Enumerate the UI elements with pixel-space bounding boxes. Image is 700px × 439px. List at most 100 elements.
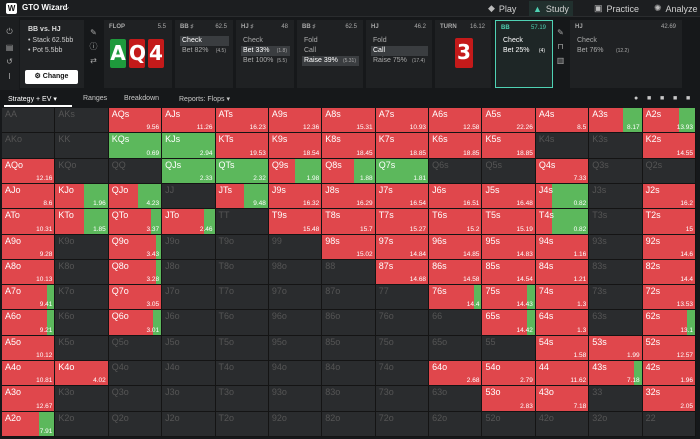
- hand-cell[interactable]: T8s 15.7: [322, 209, 376, 235]
- hand-cell[interactable]: 52o: [482, 411, 536, 437]
- hand-cell[interactable]: T9s 15.48: [268, 209, 323, 235]
- hand-cell[interactable]: A3s 8.17: [589, 108, 643, 134]
- hand-cell[interactable]: T6s 15.2: [429, 209, 483, 235]
- hand-cell[interactable]: A8o 10.13: [2, 259, 56, 286]
- hand-cell[interactable]: T5s 15.19: [482, 209, 536, 235]
- hand-cell[interactable]: T7o: [215, 285, 269, 311]
- hand-cell[interactable]: 54s 1.58: [535, 335, 590, 362]
- hand-cell[interactable]: ATs 16.23: [215, 108, 269, 134]
- hand-cell[interactable]: 82s 14.4: [642, 259, 696, 286]
- hand-cell[interactable]: J2s 16.2: [642, 183, 696, 210]
- hand-cell[interactable]: Q9s 1.98: [268, 158, 323, 184]
- hand-cell[interactable]: A2o 7.91: [2, 411, 56, 437]
- hand-cell[interactable]: A2s 13.93: [642, 108, 696, 134]
- undo-icon[interactable]: ↺: [6, 57, 13, 66]
- hand-cell[interactable]: Q7o 3.05: [108, 285, 163, 311]
- hand-cell[interactable]: 32o: [589, 411, 643, 437]
- hand-cell[interactable]: A6o 9.21: [2, 310, 56, 336]
- hand-cell[interactable]: T2o: [215, 411, 269, 437]
- action-bet[interactable]: Bet 76% (12.2): [575, 46, 632, 56]
- hand-cell[interactable]: 53o 2.83: [482, 386, 536, 412]
- hand-cell[interactable]: 95o: [268, 335, 323, 362]
- hand-cell[interactable]: 84o: [322, 361, 376, 387]
- hj-action-panel[interactable]: HJ 42.69 Check Bet 76% (12.2): [570, 20, 682, 88]
- hand-cell[interactable]: J4s 0.82: [535, 183, 590, 210]
- nav-play[interactable]: ◆ Play: [484, 1, 520, 16]
- bb-action-panel[interactable]: BB ♯ 62.5 Check Bet 82% (4.5): [175, 20, 233, 88]
- hand-cell[interactable]: 96s 14.85: [429, 234, 483, 260]
- hand-cell[interactable]: 72s 13.53: [642, 285, 696, 311]
- hand-cell[interactable]: AKs: [55, 108, 109, 134]
- hand-cell[interactable]: T8o: [215, 259, 269, 286]
- hand-cell[interactable]: AA: [2, 108, 56, 134]
- app-menu-chevron-icon[interactable]: ⌄: [64, 2, 71, 11]
- hand-cell[interactable]: A6s 12.58: [429, 108, 483, 134]
- hand-cell[interactable]: A4s 8.5: [535, 108, 590, 134]
- hand-cell[interactable]: J5s 16.48: [482, 183, 536, 210]
- hand-cell[interactable]: 88: [322, 259, 376, 286]
- hand-cell[interactable]: AQo 12.16: [2, 158, 56, 184]
- hand-cell[interactable]: ATo 10.31: [2, 209, 56, 235]
- hand-cell[interactable]: 96o: [268, 310, 323, 336]
- hand-cell[interactable]: T3o: [215, 386, 269, 412]
- hand-cell[interactable]: 76o: [375, 310, 430, 336]
- hand-cell[interactable]: AKo: [2, 133, 56, 159]
- hand-cell[interactable]: Q3o: [108, 386, 163, 412]
- hand-cell[interactable]: J7o: [162, 285, 216, 311]
- action-check[interactable]: Check: [180, 36, 229, 46]
- hand-cell[interactable]: K6s 18.85: [429, 133, 483, 159]
- hand-cell[interactable]: 94o: [268, 361, 323, 387]
- hand-cell[interactable]: 62o: [429, 411, 483, 437]
- hand-cell[interactable]: 75s 14.43: [482, 285, 536, 311]
- hand-cell[interactable]: 83s: [589, 259, 643, 286]
- hand-cell[interactable]: T2s 15: [642, 209, 696, 235]
- hand-cell[interactable]: A7o 9.41: [2, 285, 56, 311]
- hand-cell[interactable]: K8o: [55, 259, 109, 286]
- hand-cell[interactable]: 86s 14.58: [429, 259, 483, 286]
- hand-cell[interactable]: AJo 8.6: [2, 183, 56, 210]
- tab-breakdown[interactable]: Breakdown: [124, 95, 160, 102]
- hand-cell[interactable]: K5o: [55, 335, 109, 362]
- hand-cell[interactable]: 62s 13.1: [642, 310, 696, 336]
- hand-cell[interactable]: 97s 14.84: [375, 234, 430, 260]
- view-square-icon[interactable]: ■: [686, 95, 691, 102]
- hand-cell[interactable]: 65s 14.42: [482, 310, 536, 336]
- hand-cell[interactable]: Q6s: [429, 158, 483, 184]
- hand-cell[interactable]: Q9o 3.43: [108, 234, 163, 260]
- shuffle-icon[interactable]: ⇄: [90, 56, 97, 65]
- hand-cell[interactable]: Q7s 1.81: [375, 158, 430, 184]
- hand-cell[interactable]: K8s 18.45: [322, 133, 376, 159]
- hand-cell[interactable]: Q6o 3.01: [108, 310, 163, 336]
- hand-cell[interactable]: 43o 7.18: [535, 386, 590, 412]
- hand-cell[interactable]: 83o: [322, 386, 376, 412]
- hand-cell[interactable]: 85o: [322, 335, 376, 362]
- hand-cell[interactable]: AJs 11.26: [162, 108, 216, 134]
- info-icon[interactable]: ⓘ: [89, 42, 98, 51]
- hand-cell[interactable]: KTo 1.85: [55, 209, 109, 235]
- hand-cell[interactable]: 98o: [268, 259, 323, 286]
- hand-cell[interactable]: 74s 1.3: [535, 285, 590, 311]
- hand-cell[interactable]: A5s 22.26: [482, 108, 536, 134]
- hand-cell[interactable]: K7s 18.85: [375, 133, 430, 159]
- hand-cell[interactable]: 72o: [375, 411, 430, 437]
- hand-cell[interactable]: 85s 14.54: [482, 259, 536, 286]
- hand-cell[interactable]: J3s: [589, 183, 643, 210]
- hand-cell[interactable]: Q8o 3.28: [108, 259, 163, 286]
- hand-cell[interactable]: 63s: [589, 310, 643, 336]
- text-cursor-icon[interactable]: I: [8, 72, 11, 81]
- hand-cell[interactable]: J4o: [162, 361, 216, 387]
- hand-cell[interactable]: Q8s 1.88: [322, 158, 376, 184]
- hand-cell[interactable]: K9o: [55, 234, 109, 260]
- hand-cell[interactable]: K9s 18.54: [268, 133, 323, 159]
- action-bet[interactable]: Bet 100% (5.5): [241, 56, 290, 66]
- hand-cell[interactable]: J3o: [162, 386, 216, 412]
- action-raise[interactable]: Raise 39% (5.31): [302, 56, 359, 66]
- hand-cell[interactable]: 63o: [429, 386, 483, 412]
- hand-cell[interactable]: K3s: [589, 133, 643, 159]
- hand-cell[interactable]: 64s 1.3: [535, 310, 590, 336]
- hand-cell[interactable]: JTo 2.46: [162, 209, 216, 235]
- hand-cell[interactable]: 97o: [268, 285, 323, 311]
- bb-action-panel-active[interactable]: BB 57.19 Check Bet 25% (4): [495, 20, 553, 88]
- hand-cell[interactable]: 86o: [322, 310, 376, 336]
- hand-cell[interactable]: Q5o: [108, 335, 163, 362]
